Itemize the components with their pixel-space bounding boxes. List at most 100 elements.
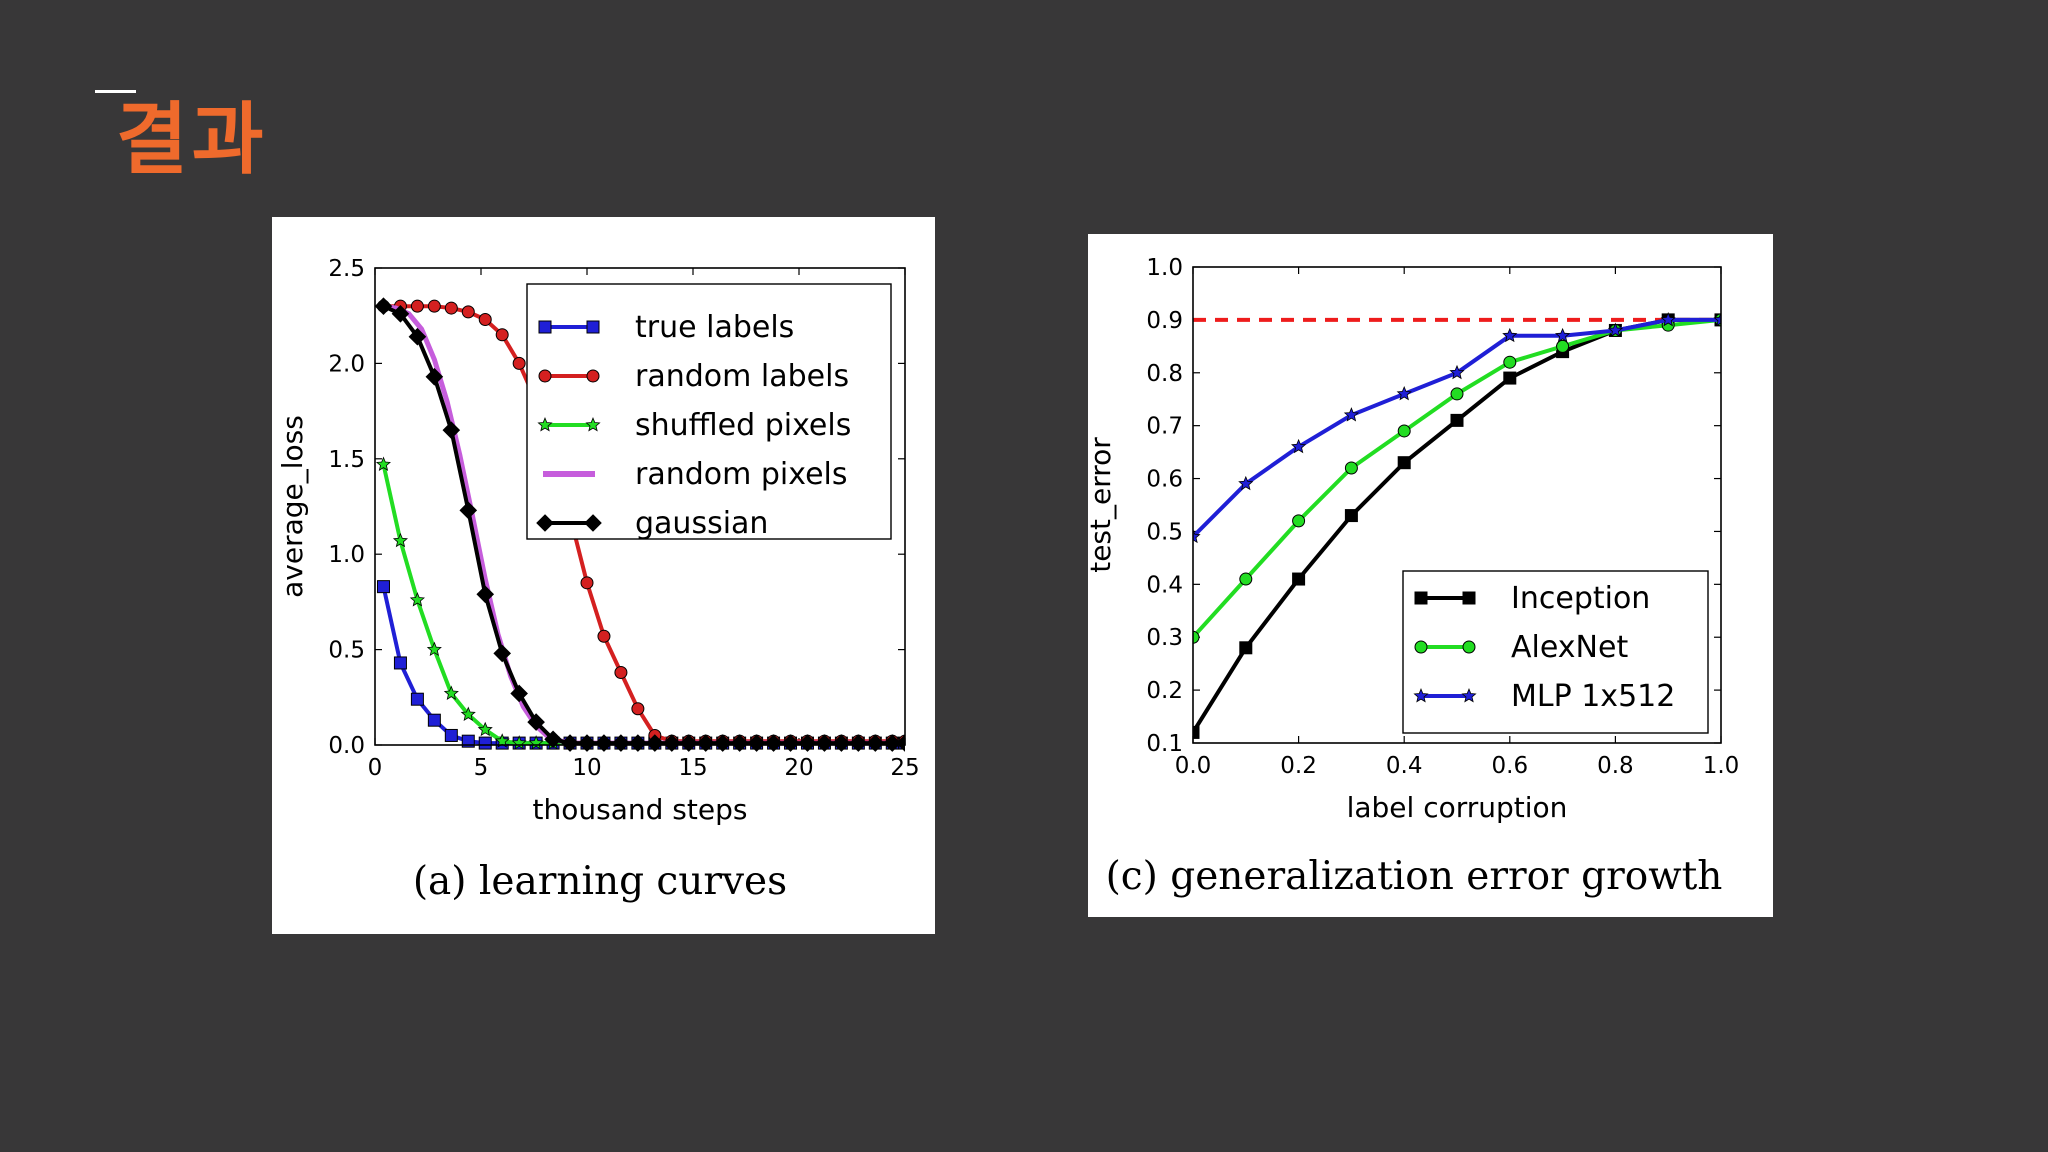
learning-curves-point-shuffled-pixels [392,532,408,548]
generalization-error-y-tick-label: 0.9 [1146,308,1183,334]
learning-curves-y-tick-label: 2.0 [328,351,365,377]
title-accent-dash [95,90,136,93]
generalization-error-y-tick-label: 1.0 [1146,255,1183,281]
learning-curves-point-gaussian [713,734,732,752]
learning-curves-point-gaussian [375,297,393,315]
generalization-error-point-inception [1503,371,1517,385]
learning-curves-y-tick-label: 0.5 [328,638,365,664]
learning-curves-point-gaussian [849,734,868,752]
learning-curves-legend-marker [536,514,554,532]
learning-curves-point-gaussian [595,734,613,752]
learning-curves-point-gaussian [866,734,885,752]
generalization-error-point-mlp-1x512 [1291,438,1307,454]
learning-curves-y-tick-label: 1.5 [328,447,365,473]
learning-curves-point-true-labels [376,580,390,594]
learning-curves-point-random-labels [444,301,458,315]
learning-curves-point-random-labels [427,299,441,313]
generalization-error-point-mlp-1x512 [1449,364,1465,380]
learning-curves-point-random-labels [478,313,492,327]
learning-curves-legend-marker [586,369,600,383]
learning-curves-legend-marker [537,417,553,432]
generalization-error-legend-label: AlexNet [1511,630,1628,665]
learning-curves-y-tick-label: 1.0 [328,542,365,568]
learning-curves-legend-marker [585,417,601,432]
learning-curves-point-gaussian [662,734,681,752]
learning-curves-point-true-labels [427,713,441,727]
generalization-error-plot-frame [1192,266,1722,744]
generalization-error-y-tick-label: 0.1 [1146,731,1183,757]
learning-curves-point-random-labels [631,702,645,716]
generalization-error-legend-marker [1462,640,1476,654]
learning-curves-point-random-labels [614,665,628,679]
learning-curves-point-gaussian [408,327,427,346]
learning-curves-y-tick-label: 2.5 [328,256,365,282]
learning-curves-point-gaussian [883,734,902,752]
learning-curves-point-shuffled-pixels [460,706,476,721]
learning-curves-point-gaussian [896,734,905,752]
slide-title: 결과 [116,95,268,185]
learning-curves-point-gaussian [459,501,478,520]
generalization-error-x-tick-label: 1.0 [1703,753,1740,779]
learning-curves-legend-marker [538,369,552,383]
learning-curves-point-true-labels [410,692,424,706]
generalization-error-x-tick-label: 0.6 [1492,753,1529,779]
learning-curves-x-tick-label: 15 [678,755,707,781]
generalization-error-point-inception [1292,572,1306,586]
generalization-error-y-tick-label: 0.8 [1146,361,1183,387]
learning-curves-point-shuffled-pixels [443,685,459,700]
learning-curves-point-gaussian [510,684,528,703]
learning-curves-y-axis-label: average_loss [276,415,309,598]
generalization-error-y-tick-label: 0.7 [1146,414,1183,440]
learning-curves-point-gaussian [493,644,512,663]
learning-curves-x-tick-label: 0 [368,755,383,781]
figure-panel-learning-curves: 0 5 10 15 20 25 0.0 0.5 1.0 1.5 2.0 2.5 true labels r… [272,217,935,934]
generalization-error-point-inception [1397,456,1411,470]
generalization-error-legend-marker [1414,591,1428,605]
generalization-error-point-inception [1344,509,1358,523]
generalization-error-y-tick-label: 0.5 [1146,519,1183,545]
learning-curves-point-gaussian [646,734,664,752]
learning-curves-point-gaussian [561,734,579,752]
learning-curves-legend-label: gaussian [635,506,768,541]
learning-curves-plot-frame [374,267,906,746]
learning-curves-series-gaussian [375,297,905,752]
generalization-error-point-mlp-1x512 [1502,327,1518,343]
generalization-error-legend-label: MLP 1x512 [1511,679,1675,714]
generalization-error-x-tick-label: 0.4 [1386,753,1423,779]
generalization-error-point-mlp-1x512 [1238,475,1254,491]
learning-curves-legend-label: true labels [635,310,794,345]
learning-curves-point-true-labels [461,734,475,748]
generalization-error-point-alexnet [1397,424,1411,438]
learning-curves-point-gaussian [696,734,715,752]
generalization-error-x-tick-label: 0.8 [1597,753,1634,779]
generalization-error-point-alexnet [1450,387,1464,401]
generalization-error-point-inception [1239,641,1253,655]
generalization-error-point-alexnet [1503,355,1517,369]
learning-curves-point-gaussian [425,367,444,386]
learning-curves-x-tick-label: 10 [572,755,601,781]
learning-curves-x-tick-label: 5 [474,755,489,781]
generalization-error-legend-marker [1461,688,1477,703]
learning-curves-point-shuffled-pixels [409,592,425,607]
generalization-error-y-tick-label: 0.3 [1146,625,1183,651]
generalization-error-point-mlp-1x512 [1396,385,1412,401]
learning-curves-caption: (a) learning curves [413,859,787,904]
generalization-error-legend-label: Inception [1511,581,1650,616]
learning-curves-point-shuffled-pixels [426,641,442,657]
generalization-error-y-tick-label: 0.2 [1146,678,1183,704]
learning-curves-point-gaussian [764,734,783,752]
learning-curves-point-gaussian [629,734,647,752]
learning-curves-point-gaussian [527,713,545,731]
learning-curves-point-shuffled-pixels [375,456,391,471]
generalization-error-point-mlp-1x512 [1193,528,1201,544]
generalization-error-series-mlp-1x512 [1193,311,1721,544]
generalization-error-point-alexnet [1239,572,1253,586]
learning-curves-point-true-labels [478,736,492,750]
generalization-error-x-tick-label: 0.0 [1175,753,1212,779]
generalization-error-legend-marker [1414,640,1428,654]
learning-curves-point-gaussian [679,734,698,752]
generalization-error-point-mlp-1x512 [1607,322,1624,337]
learning-curves-point-random-labels [495,328,509,342]
generalization-error-point-alexnet [1556,339,1570,353]
generalization-error-y-tick-label: 0.6 [1146,467,1183,493]
